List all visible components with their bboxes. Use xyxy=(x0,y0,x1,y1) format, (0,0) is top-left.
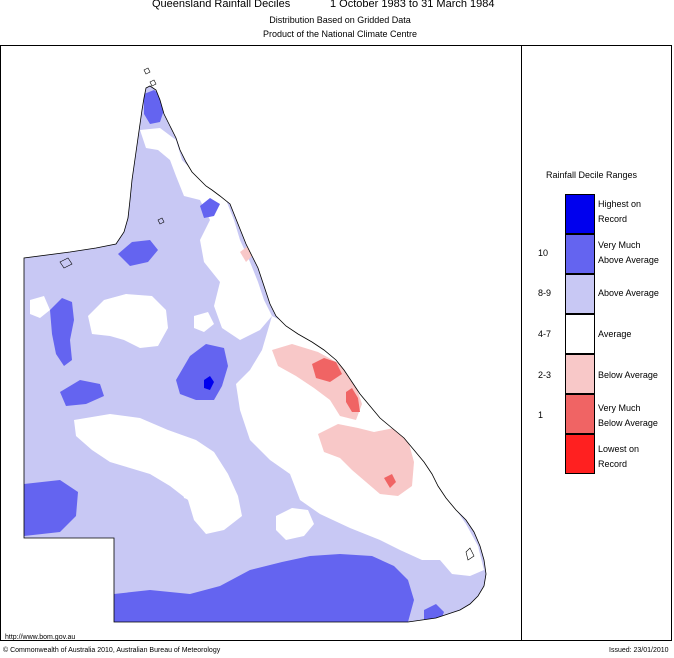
footer-url[interactable]: http://www.bom.gov.au xyxy=(5,634,76,641)
island-west-coast xyxy=(59,257,73,269)
map-title: Queensland Rainfall Deciles xyxy=(152,0,291,10)
map-subtitle-product: Product of the National Climate Centre xyxy=(262,29,418,39)
region-average-west xyxy=(88,294,168,348)
region-average-pocket-4 xyxy=(30,296,50,318)
legend-label-lowest: Lowest on Record xyxy=(598,442,639,472)
island-north-2 xyxy=(149,79,157,87)
legend-label-very-much-below-line2: Below Average xyxy=(598,418,658,428)
region-average-central xyxy=(74,414,242,534)
island-gulf xyxy=(157,217,165,225)
region-very-much-above-cape xyxy=(144,90,164,124)
region-average-pocket-1 xyxy=(276,508,314,540)
legend-label-average: Average xyxy=(598,329,632,339)
region-average-north xyxy=(140,128,272,340)
title-bar: Queensland Rainfall Deciles 1 October 19… xyxy=(0,0,674,14)
region-very-much-above-west xyxy=(50,298,74,366)
legend-swatch-above xyxy=(565,274,595,314)
region-very-much-below-2 xyxy=(346,388,360,412)
legend-swatch-very-much-below xyxy=(565,394,595,434)
legend-label-very-much-below-line1: Very Much xyxy=(598,403,641,413)
region-very-much-below-3 xyxy=(384,474,396,488)
legend-label-highest-line2: Record xyxy=(598,214,628,224)
map-frame xyxy=(0,45,672,641)
legend-divider xyxy=(521,45,522,641)
island-east-coast xyxy=(465,547,475,561)
region-highest-on-record xyxy=(204,376,214,390)
legend-decile-1: 1 xyxy=(538,410,544,420)
island-outlines xyxy=(59,67,475,561)
region-below-average-coast xyxy=(272,344,362,420)
legend-label-very-much-below: Very Much Below Average xyxy=(598,401,658,431)
region-average-pocket-2 xyxy=(194,312,214,332)
legend-decile-10: 10 xyxy=(538,248,549,258)
legend-label-lowest-line1: Lowest on xyxy=(598,444,640,454)
map-subtitle-distribution: Distribution Based on Gridded Data xyxy=(269,15,411,25)
region-very-much-above-south xyxy=(114,554,414,622)
region-very-much-above-gulf xyxy=(118,240,158,266)
region-very-much-below-1 xyxy=(312,358,342,382)
queensland-border xyxy=(23,85,487,623)
legend-swatch-very-much-above xyxy=(565,234,595,274)
legend-label-below: Below Average xyxy=(598,370,658,380)
region-very-much-above-west-edge xyxy=(24,480,78,536)
legend-label-lowest-line2: Record xyxy=(598,459,628,469)
region-very-much-above-ne-small xyxy=(200,198,220,218)
map-period: 1 October 1983 to 31 March 1984 xyxy=(330,0,495,10)
legend-label-above: Above Average xyxy=(598,288,659,298)
legend-decile-4-7: 4-7 xyxy=(538,329,552,339)
legend-label-very-much-above-line2: Above Average xyxy=(598,255,659,265)
legend-label-highest: Highest on Record xyxy=(598,197,641,227)
map-fill-regions xyxy=(24,86,486,622)
legend-title: Rainfall Decile Ranges xyxy=(546,170,638,180)
legend-label-very-much-above-line1: Very Much xyxy=(598,240,641,250)
legend-swatch-lowest xyxy=(565,434,595,474)
legend-swatch-highest xyxy=(565,194,595,234)
region-very-much-above-central xyxy=(176,344,228,400)
legend-swatch-below xyxy=(565,354,595,394)
legend-label-highest-line1: Highest on xyxy=(598,199,642,209)
region-very-much-above-sw xyxy=(60,380,104,406)
island-north-1 xyxy=(143,67,151,75)
legend-decile-8-9: 8-9 xyxy=(538,288,552,298)
legend-decile-2-3: 2-3 xyxy=(538,370,552,380)
legend-swatch-average xyxy=(565,314,595,354)
legend-label-very-much-above: Very Much Above Average xyxy=(598,238,659,268)
footer-issued: Issued: 23/01/2010 xyxy=(609,647,669,654)
region-average-pocket-3 xyxy=(182,482,206,502)
footer-copyright: © Commonwealth of Australia 2010, Austra… xyxy=(3,647,221,654)
